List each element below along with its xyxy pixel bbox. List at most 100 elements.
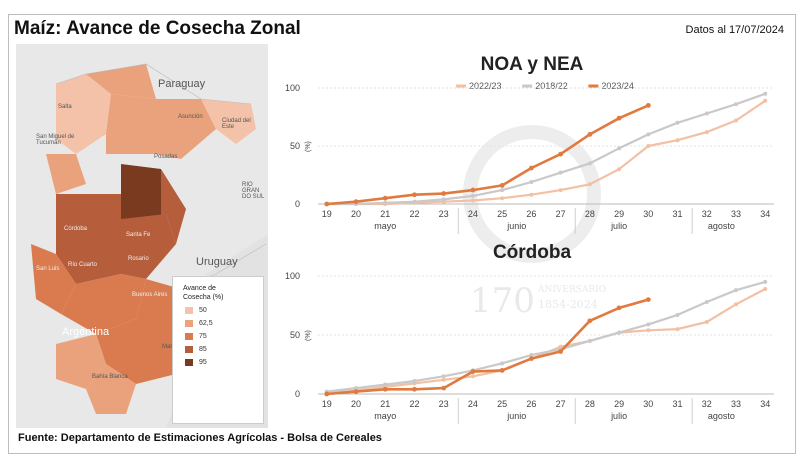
x-tick-label: 27	[556, 209, 566, 219]
month-label: julio	[610, 411, 627, 421]
data-point	[353, 389, 359, 395]
x-tick-label: 20	[351, 209, 361, 219]
data-point	[412, 199, 417, 204]
source-note: Fuente: Departamento de Estimaciones Agr…	[18, 432, 382, 444]
data-point	[763, 279, 768, 284]
map-label-uruguay: Uruguay	[196, 256, 238, 268]
x-tick-label: 33	[731, 399, 741, 409]
data-point	[734, 302, 738, 307]
legend-label-85: 85	[199, 346, 207, 353]
x-tick-label: 27	[556, 399, 566, 409]
data-point	[324, 201, 330, 207]
series-line-0	[326, 99, 766, 206]
map-label-ciudad-del-este: Ciudad del Este	[222, 118, 251, 130]
data-point	[353, 199, 359, 205]
data-point	[587, 161, 592, 166]
data-point	[441, 197, 446, 202]
data-point	[675, 138, 680, 143]
x-tick-label: 26	[526, 399, 536, 409]
chart-title-cordoba: Córdoba	[493, 242, 572, 263]
data-point	[646, 328, 651, 333]
legend-label-50: 50	[199, 307, 207, 314]
data-point	[587, 132, 593, 137]
data-point	[412, 379, 417, 384]
data-point	[734, 288, 738, 293]
y-tick-label: 100	[285, 271, 300, 281]
series-line-2	[326, 104, 649, 206]
data-point	[763, 98, 768, 103]
data-point	[470, 369, 476, 374]
x-tick-label: 33	[731, 209, 741, 219]
map-label-bahia-blanca: Bahía Blanca	[92, 374, 128, 380]
chart-title-noa-nea: NOA y NEA	[481, 54, 584, 75]
data-point	[646, 144, 651, 148]
x-tick-label: 34	[760, 209, 770, 219]
page-title: Maíz: Avance de Cosecha Zonal	[14, 18, 301, 39]
data-point	[587, 182, 592, 187]
data-point	[558, 151, 564, 157]
data-point	[616, 305, 622, 311]
x-tick-label: 24	[468, 399, 478, 409]
data-point	[617, 146, 622, 151]
data-point	[470, 198, 475, 203]
data-point	[616, 115, 622, 121]
map-label-asuncion: Asunción	[178, 114, 203, 120]
x-tick-label: 26	[526, 209, 536, 219]
data-point	[441, 385, 447, 391]
map-label-buenos-aires: Buenos Aires	[132, 292, 168, 298]
y-tick-label: 100	[285, 83, 300, 93]
watermark-line1: ANIVERSARIO	[537, 285, 606, 295]
map-label-cordoba: Córdoba	[64, 226, 88, 232]
data-point	[763, 286, 768, 291]
y-tick-label: 0	[295, 389, 300, 399]
legend-swatch-85	[185, 346, 193, 353]
series-line-1	[326, 92, 766, 206]
data-point	[441, 374, 446, 379]
data-point	[470, 374, 475, 379]
map-label-santa-fe: Santa Fe	[126, 232, 151, 238]
data-point	[529, 353, 534, 358]
data-point	[704, 299, 709, 304]
data-point	[529, 192, 534, 197]
legend-swatch-75	[185, 333, 193, 340]
x-tick-label: 31	[673, 209, 683, 219]
data-point	[528, 165, 534, 171]
map-label-tucuman: San Miguel de Tucumán	[36, 134, 75, 146]
watermark-years: 170	[470, 281, 535, 321]
x-tick-label: 25	[497, 209, 507, 219]
x-tick-label: 28	[585, 399, 595, 409]
data-point	[734, 118, 738, 123]
data-point	[704, 130, 709, 135]
x-tick-label: 28	[585, 209, 595, 219]
data-point	[470, 193, 475, 198]
x-tick-label: 30	[643, 399, 653, 409]
data-point	[499, 368, 505, 373]
legend-label-62-5: 62,5	[199, 320, 213, 327]
x-tick-label: 19	[322, 209, 332, 219]
data-point	[704, 320, 709, 325]
month-label: mayo	[374, 411, 396, 421]
data-point	[383, 382, 388, 387]
data-point	[383, 200, 388, 205]
x-tick-label: 21	[380, 399, 390, 409]
x-tick-label: 21	[380, 209, 390, 219]
data-date: Datos al 17/07/2024	[685, 24, 784, 36]
legend-label-95: 95	[199, 359, 207, 366]
x-tick-label: 29	[614, 209, 624, 219]
map-label-rio-grande: RIO GRAN DO SUL	[242, 182, 265, 200]
month-label: junio	[506, 221, 526, 231]
legend-swatch-50	[185, 307, 193, 314]
x-tick-label: 32	[702, 209, 712, 219]
data-point	[587, 338, 592, 343]
month-label: julio	[610, 221, 627, 231]
data-point	[704, 111, 709, 116]
series-line-1	[326, 280, 766, 393]
x-tick-label: 22	[409, 209, 419, 219]
month-label: mayo	[374, 221, 396, 231]
data-point	[763, 91, 768, 96]
map-label-san-luis: San Luis	[36, 266, 60, 272]
legend-label-1: 2018/22	[535, 81, 568, 91]
data-point	[675, 120, 680, 125]
watermark-line2: 1854-2024	[538, 298, 598, 311]
charts-area: 170 ANIVERSARIO 1854-2024 NOA y NEA Córd…	[270, 40, 790, 435]
